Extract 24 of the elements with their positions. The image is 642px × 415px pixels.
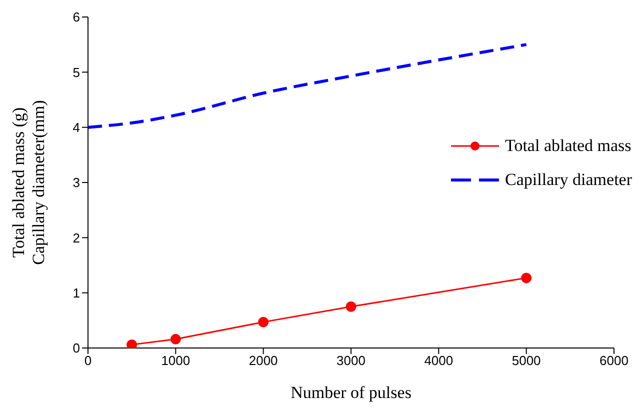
y-tick-label: 3 — [72, 175, 80, 190]
y-tick-label: 2 — [72, 230, 80, 246]
legend-label: Total ablated mass — [505, 136, 632, 156]
y-axis-title: Total ablated mass (g) Capillary diameter(mm) — [9, 100, 48, 265]
legend-label: Capillary diameter — [505, 170, 632, 190]
x-tick-label: 0 — [84, 353, 92, 368]
x-axis-title: Number of pulses — [290, 383, 412, 402]
point — [521, 272, 532, 284]
point — [126, 339, 138, 348]
x-tick-label: 4000 — [424, 353, 454, 368]
y-tick-label: 5 — [72, 64, 80, 80]
x-tick-label: 2000 — [248, 353, 278, 368]
x-tick-label: 1000 — [161, 353, 190, 368]
x-tick-label: 3000 — [336, 353, 366, 368]
point — [346, 301, 356, 312]
line-series — [88, 43, 528, 129]
x-tick-label: 5000 — [512, 353, 541, 368]
y-tick-label: 4 — [72, 120, 80, 135]
point — [170, 334, 181, 344]
y-tick-label: 1 — [72, 285, 80, 300]
y-tick-label: 6 — [72, 10, 80, 25]
x-tick-label: 6000 — [600, 353, 628, 368]
y-tick-label: 0 — [72, 340, 80, 356]
point — [258, 316, 269, 328]
